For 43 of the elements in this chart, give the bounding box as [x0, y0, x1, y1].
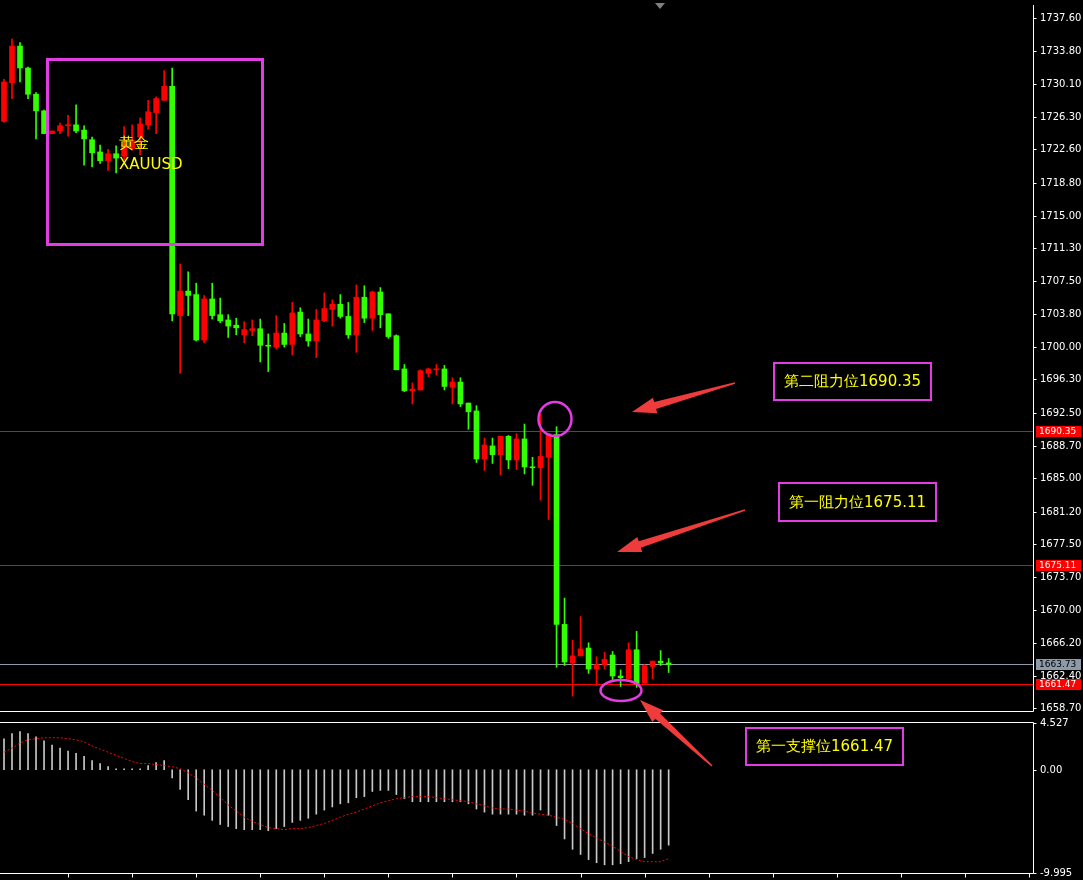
y-tick-label: 0.00	[1040, 764, 1063, 776]
ref-line-label: 1690.35	[1039, 425, 1077, 436]
candlestick	[73, 104, 79, 134]
y-tick-label: 1711.30	[1040, 242, 1082, 254]
y-tick-label: 1718.80	[1040, 177, 1082, 189]
y-tick-label: 1733.80	[1040, 45, 1082, 57]
candlestick	[233, 317, 240, 336]
candlestick	[65, 114, 71, 137]
y-tick-label: 1730.10	[1040, 78, 1082, 90]
y-tick-label: 1677.50	[1040, 538, 1082, 550]
y-tick-label: 1688.70	[1040, 440, 1082, 452]
candlestick	[249, 319, 256, 337]
y-tick-label: 1696.30	[1040, 373, 1082, 385]
annotation: 第一支撑位1661.47	[745, 727, 905, 766]
annotation: 第一阻力位1675.11	[778, 482, 938, 522]
candlestick	[305, 318, 312, 347]
y-tick-label: -9.995	[1040, 867, 1073, 879]
y-tick-label: 1670.00	[1040, 604, 1082, 616]
y-tick-label: 1737.60	[1040, 12, 1082, 24]
candlestick	[329, 299, 336, 327]
candlestick	[113, 145, 119, 174]
candlestick	[81, 125, 87, 166]
y-tick-label: 1726.30	[1040, 111, 1082, 123]
y-tick-label: 1685.00	[1040, 472, 1082, 484]
y-tick-label: 4.527	[1040, 717, 1069, 729]
ref-line-label: 1675.11	[1039, 559, 1077, 570]
candlestick	[185, 271, 192, 316]
y-tick-label: 1692.50	[1040, 407, 1082, 419]
candlestick	[177, 263, 183, 374]
y-tick-label: 1658.70	[1040, 702, 1082, 714]
ref-line-label: 1663.73	[1039, 658, 1077, 669]
y-tick-label: 1722.60	[1040, 143, 1082, 155]
candlestick	[265, 333, 272, 372]
y-tick-label: 1703.80	[1040, 308, 1082, 320]
line-series	[3, 737, 670, 863]
annotation: 第二阻力位1690.35	[773, 362, 933, 401]
y-tick-label: 1681.20	[1040, 506, 1082, 518]
candlestick	[225, 314, 232, 338]
y-tick-label: 1673.70	[1040, 571, 1082, 583]
y-tick-label: 1715.00	[1040, 210, 1082, 222]
y-tick-label: 1666.20	[1040, 637, 1082, 649]
y-tick-label: 1707.50	[1040, 275, 1082, 287]
y-tick-label: 1700.00	[1040, 341, 1082, 353]
